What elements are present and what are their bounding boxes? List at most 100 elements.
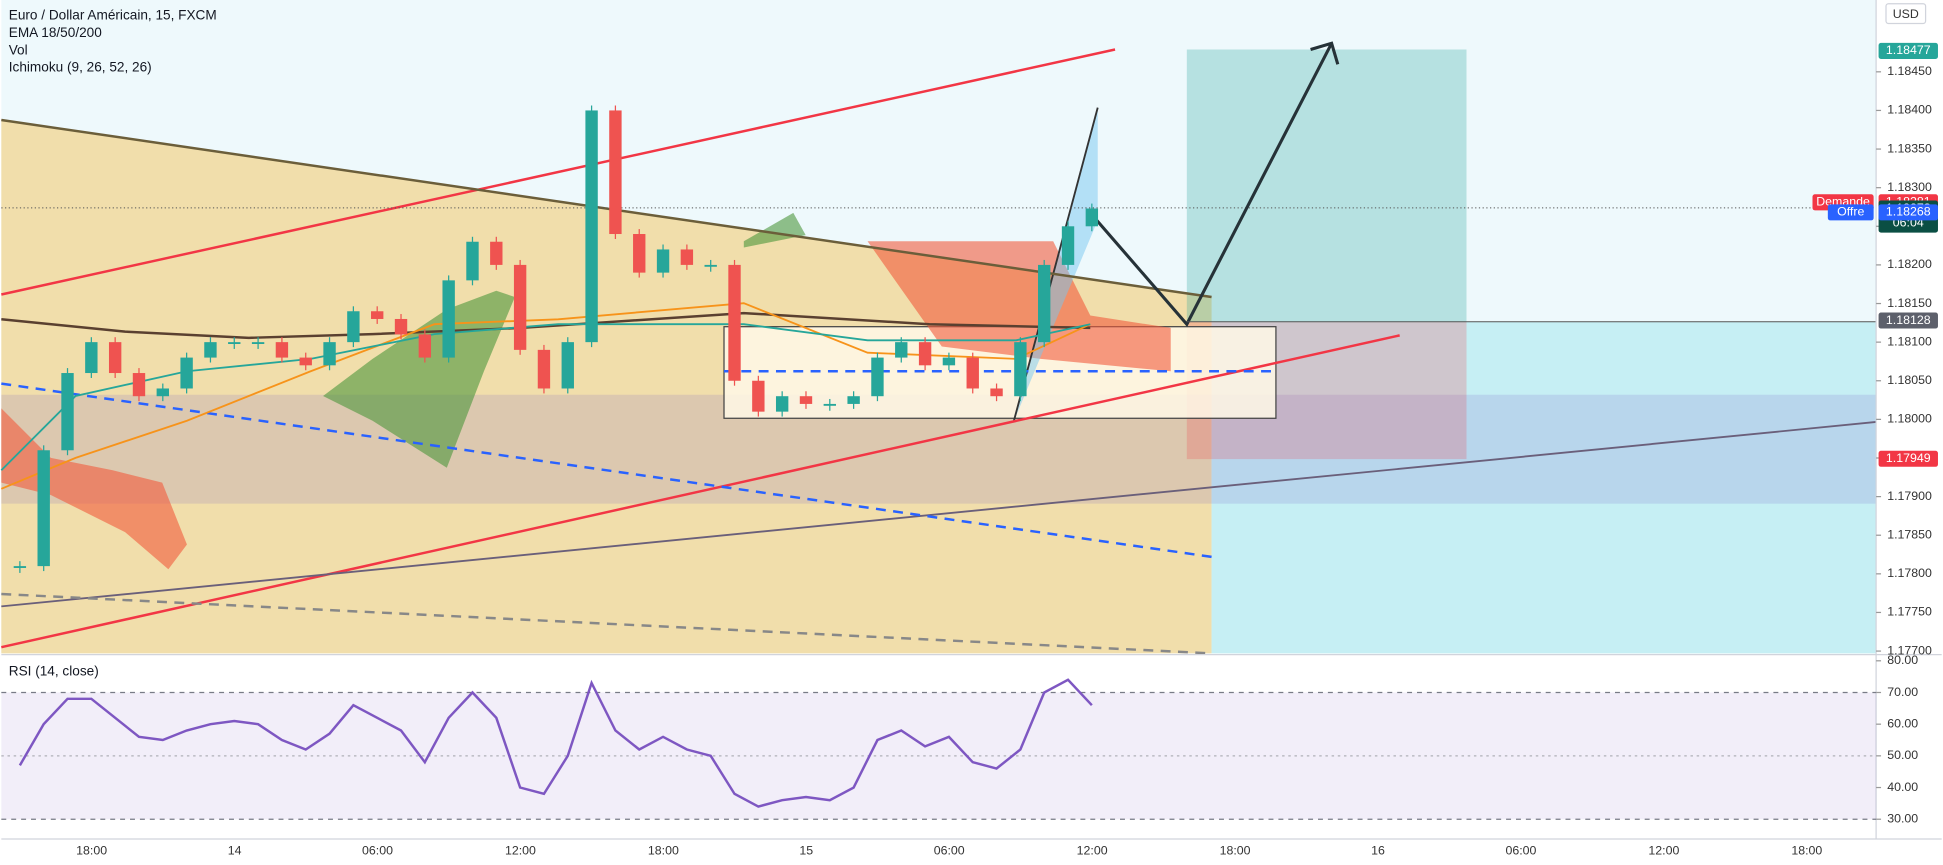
candle-body — [561, 342, 574, 389]
candle-body — [418, 334, 432, 358]
ichimoku-red — [1, 408, 187, 570]
rsi-line — [18, 678, 1093, 808]
candle-body — [1038, 264, 1051, 343]
candle-body — [942, 357, 956, 366]
badge-name-box — [1827, 204, 1874, 221]
candle-body — [204, 342, 217, 358]
y-tick-label: 1.18050 — [1887, 373, 1932, 387]
candle-body — [156, 388, 169, 397]
rsi-band — [1, 692, 1877, 820]
dashed-gray — [1, 592, 1212, 655]
candle-body — [656, 249, 670, 273]
channel-bottom — [1, 334, 1400, 649]
candle-body — [918, 342, 932, 366]
candle-body — [347, 311, 360, 343]
candle-body — [966, 357, 979, 389]
candle-body — [85, 342, 98, 374]
candle-body — [871, 357, 884, 397]
candle-body — [537, 349, 551, 389]
candle-body — [1014, 342, 1027, 397]
x-tick-label: 06:00 — [362, 844, 393, 858]
candle-body — [132, 373, 146, 397]
candle-body — [895, 342, 908, 358]
candle-body — [13, 566, 27, 568]
candle-body — [799, 396, 813, 404]
candle-body — [275, 342, 289, 358]
y-tick-label: 1.17750 — [1887, 605, 1932, 619]
price-badge-label: 1.18477 — [1886, 43, 1931, 57]
y-tick-label: 1.18400 — [1887, 103, 1932, 117]
ema-50 — [0, 302, 1091, 490]
candles — [13, 105, 1099, 573]
candle-body — [323, 342, 336, 366]
flag-line — [1012, 107, 1099, 423]
x-tick-label: 06:00 — [934, 844, 965, 858]
indicator-label: Ichimoku (9, 26, 52, 26) — [9, 60, 152, 75]
candle-body — [490, 241, 503, 265]
y-tick-label: 1.17900 — [1887, 489, 1932, 503]
x-tick-label: 18:00 — [1220, 844, 1251, 858]
y-tick-label: 1.17850 — [1887, 527, 1932, 541]
price-axis-bg — [1876, 0, 1942, 865]
candle-body — [609, 110, 622, 235]
candle-body — [442, 280, 455, 358]
price-badge-label: 1.18128 — [1886, 313, 1931, 327]
x-tick-label: 12:00 — [1648, 844, 1679, 858]
currency-box[interactable] — [1885, 3, 1927, 25]
y-tick-label: 1.18450 — [1887, 64, 1932, 78]
target-zone — [1186, 49, 1467, 322]
x-tick-label: 16 — [1371, 844, 1385, 858]
y-tick-label: 1.18100 — [1887, 334, 1932, 348]
x-tick-label: 18:00 — [648, 844, 679, 858]
x-tick-label: 18:00 — [76, 844, 107, 858]
candle-body — [108, 342, 122, 374]
y-tick-label: 1.17700 — [1887, 643, 1932, 657]
candle-body — [299, 357, 312, 366]
cyan-zone — [1211, 321, 1877, 654]
candle-body — [990, 388, 1003, 397]
candle-body — [180, 357, 193, 389]
candle-body — [371, 311, 384, 319]
y-tick-label: 80.00 — [1887, 653, 1918, 667]
ichimoku-green — [743, 212, 806, 248]
dashed-line — [1, 382, 1212, 559]
y-tick-label: 70.00 — [1887, 685, 1918, 699]
candle-body — [704, 264, 717, 267]
x-tick-label: 14 — [228, 844, 242, 858]
candle-body — [680, 249, 694, 265]
candle-body — [752, 380, 765, 412]
projection-arrow — [1089, 42, 1333, 327]
candle-body — [1085, 208, 1099, 227]
y-tick-label: 1.18150 — [1887, 296, 1932, 310]
candle-body — [1061, 226, 1075, 265]
channel-top — [1, 48, 1116, 296]
ema-18 — [0, 323, 1091, 471]
y-tick-label: 1.18000 — [1887, 412, 1932, 426]
price-badge — [1878, 204, 1938, 221]
candle-body — [466, 241, 479, 281]
ichimoku-green — [323, 290, 515, 468]
y-tick-label: 40.00 — [1887, 780, 1918, 794]
candle-body — [228, 342, 241, 344]
candle-body — [585, 110, 598, 343]
x-tick-label: 12:00 — [505, 844, 536, 858]
arrow-head — [1310, 41, 1340, 65]
y-tick-label: 1.18300 — [1887, 180, 1932, 194]
y-tick-label: 60.00 — [1887, 716, 1918, 730]
trendline — [1, 118, 1212, 299]
symbol-title: Euro / Dollar Américain, 15, FXCM — [9, 8, 217, 23]
candle-body — [847, 396, 860, 404]
candle-body — [823, 403, 836, 406]
indicator-label: EMA 18/50/200 — [9, 25, 102, 40]
candle-body — [513, 264, 527, 350]
ichimoku-red — [867, 241, 1171, 372]
price-badge-label: 1.18268 — [1886, 205, 1931, 219]
candle-body — [633, 234, 646, 273]
candle-body — [775, 396, 789, 412]
candle-body — [394, 318, 408, 335]
candle-body — [37, 450, 50, 567]
price-badge — [1878, 312, 1938, 329]
y-tick-label: 1.18350 — [1887, 141, 1932, 155]
x-tick-label: 06:00 — [1505, 844, 1536, 858]
